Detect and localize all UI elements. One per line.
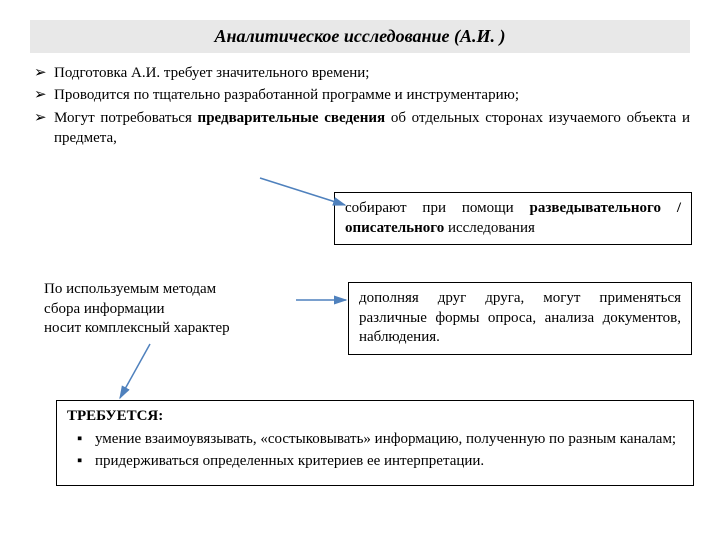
bullet-item: Проводится по тщательно разработанной пр… <box>54 85 690 105</box>
req-item: умение взаимоувязывать, «состыковывать» … <box>95 429 683 449</box>
top-bullet-list: Подготовка А.И. требует значительного вр… <box>30 63 690 148</box>
box-collection-method: собирают при помощи разведывательного / … <box>334 192 692 245</box>
req-title: ТРЕБУЕТСЯ: <box>67 408 163 424</box>
page-title: Аналитическое исследование (А.И. ) <box>30 20 690 53</box>
bullet-item: Подготовка А.И. требует значительного вр… <box>54 63 690 83</box>
bullet-item: Могут потребоваться предварительные свед… <box>54 108 690 149</box>
box-complement: дополняя друг друга, могут применяться р… <box>348 282 692 355</box>
req-list: умение взаимоувязывать, «состыковывать» … <box>67 429 683 472</box>
box-left-methods: По используемым методам сбора информации… <box>44 280 294 339</box>
req-item: придерживаться определенных критериев ее… <box>95 451 683 471</box>
box-requirements: ТРЕБУЕТСЯ: умение взаимоувязывать, «сост… <box>56 400 694 486</box>
